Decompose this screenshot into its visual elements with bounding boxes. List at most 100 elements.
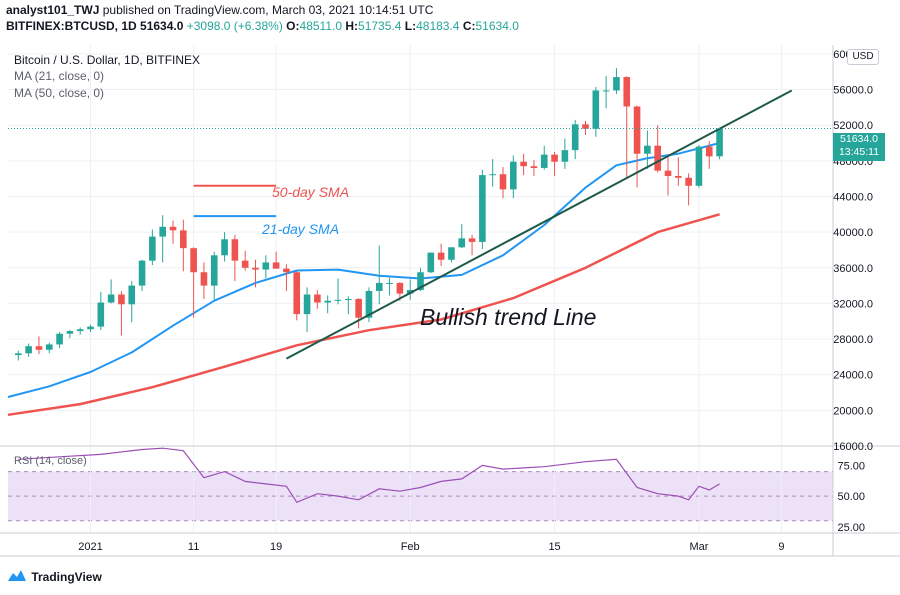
candle-body[interactable] xyxy=(149,236,156,261)
candle-body[interactable] xyxy=(25,346,32,354)
bar-countdown: 13:45:11 xyxy=(838,146,880,158)
candle-body[interactable] xyxy=(76,329,84,332)
candle-body[interactable] xyxy=(293,272,301,315)
candle-body[interactable] xyxy=(644,145,651,154)
candle-body[interactable] xyxy=(200,272,208,286)
candle-body[interactable] xyxy=(365,290,373,318)
candle-body[interactable] xyxy=(15,353,22,356)
candle-body[interactable] xyxy=(458,238,466,248)
candle-body[interactable] xyxy=(448,247,455,260)
close-value: 51634.0 xyxy=(475,19,519,33)
ma21-line[interactable] xyxy=(7,142,720,398)
time-tick-label: 2021 xyxy=(78,541,102,553)
high-label: H: xyxy=(345,19,359,33)
candle-body[interactable] xyxy=(437,252,445,260)
candle-body[interactable] xyxy=(510,161,517,190)
candle-body[interactable] xyxy=(479,175,486,242)
price-tick-label: 44000.0 xyxy=(833,191,873,203)
candle-body[interactable] xyxy=(283,268,290,273)
candle-body[interactable] xyxy=(138,260,146,286)
candle-body[interactable] xyxy=(561,150,569,162)
candle-body[interactable] xyxy=(169,226,177,231)
candle-body[interactable] xyxy=(705,146,713,157)
candle-body[interactable] xyxy=(540,154,548,168)
last-price: 51634.0 xyxy=(140,19,184,33)
candle-body[interactable] xyxy=(262,262,270,270)
tradingview-cloud-icon xyxy=(6,569,28,585)
candle-body[interactable] xyxy=(427,252,435,273)
candle-body[interactable] xyxy=(45,344,53,350)
price-tick-label: 24000.0 xyxy=(833,370,873,382)
candle-body[interactable] xyxy=(633,106,641,154)
candle-body[interactable] xyxy=(252,267,259,270)
last-price-tag-value: 51634.0 xyxy=(840,133,878,145)
ma21-legend[interactable]: MA (21, close, 0) xyxy=(14,69,105,83)
candle-body[interactable] xyxy=(303,294,311,315)
candle-body[interactable] xyxy=(396,282,404,294)
price-tick-label: 52000.0 xyxy=(833,120,873,132)
candle-body[interactable] xyxy=(613,77,620,91)
candle-body[interactable] xyxy=(716,128,723,157)
candle-body[interactable] xyxy=(551,154,558,162)
candle-body[interactable] xyxy=(87,326,94,330)
candle-body[interactable] xyxy=(417,272,424,291)
candle-body[interactable] xyxy=(210,255,218,286)
high-value: 51735.4 xyxy=(358,19,402,33)
candle-body[interactable] xyxy=(345,298,352,300)
candle-body[interactable] xyxy=(582,124,589,129)
candle-body[interactable] xyxy=(654,145,661,171)
candle-body[interactable] xyxy=(406,290,414,294)
candle-body[interactable] xyxy=(675,175,682,178)
candle-body[interactable] xyxy=(241,260,249,268)
candle-body[interactable] xyxy=(221,239,228,256)
candle-body[interactable] xyxy=(35,346,43,350)
candle-body[interactable] xyxy=(97,302,105,327)
candle-body[interactable] xyxy=(386,282,393,284)
candle-body[interactable] xyxy=(499,174,507,190)
candle-body[interactable] xyxy=(66,331,74,334)
candle-body[interactable] xyxy=(602,90,610,92)
publisher-name: analyst101_TWJ xyxy=(6,3,100,17)
tradingview-brand: TradingView xyxy=(31,570,102,584)
low-value: 48183.4 xyxy=(416,19,460,33)
ma50-line[interactable] xyxy=(7,213,720,417)
candle-body[interactable] xyxy=(159,226,166,237)
candle-body[interactable] xyxy=(623,77,631,107)
rsi-legend[interactable]: RSI (14, close) xyxy=(14,455,87,467)
candle-body[interactable] xyxy=(56,333,63,345)
candle-body[interactable] xyxy=(180,230,187,249)
candle-body[interactable] xyxy=(272,262,280,269)
bullish-trend-line[interactable] xyxy=(285,89,793,360)
time-tick-label: Feb xyxy=(401,541,420,553)
candle-body[interactable] xyxy=(107,294,115,303)
candle-body[interactable] xyxy=(314,294,321,303)
time-tick-label: 15 xyxy=(548,541,560,553)
price-tick-label: 16000.0 xyxy=(833,441,873,453)
candle-body[interactable] xyxy=(190,248,197,273)
candle-body[interactable] xyxy=(355,298,362,318)
rsi-tick-label: 75.00 xyxy=(837,460,865,472)
currency-badge[interactable]: USD xyxy=(847,49,879,65)
candle-body[interactable] xyxy=(128,285,136,305)
candle-body[interactable] xyxy=(468,238,476,242)
candle-body[interactable] xyxy=(334,299,342,301)
candle-body[interactable] xyxy=(695,146,703,186)
candle-body[interactable] xyxy=(664,170,672,176)
candle-body[interactable] xyxy=(118,294,125,305)
candle-body[interactable] xyxy=(375,282,383,291)
last-price-tag: 51634.0 13:45:11 xyxy=(833,133,885,161)
candle-body[interactable] xyxy=(571,124,579,151)
sma21-annotation: 21-day SMA xyxy=(262,221,340,237)
rsi-line[interactable] xyxy=(18,447,720,504)
candle-body[interactable] xyxy=(685,177,692,186)
tradingview-logo[interactable]: TradingView xyxy=(6,569,102,585)
trend-line-annotation: Bullish trend Line xyxy=(420,304,597,330)
candle-body[interactable] xyxy=(530,166,538,168)
candle-body[interactable] xyxy=(231,239,239,261)
candle-body[interactable] xyxy=(324,300,331,303)
candle-body[interactable] xyxy=(489,174,496,176)
candle-body[interactable] xyxy=(520,161,527,167)
candle-body[interactable] xyxy=(592,90,600,129)
ma50-legend[interactable]: MA (50, close, 0) xyxy=(14,86,105,100)
